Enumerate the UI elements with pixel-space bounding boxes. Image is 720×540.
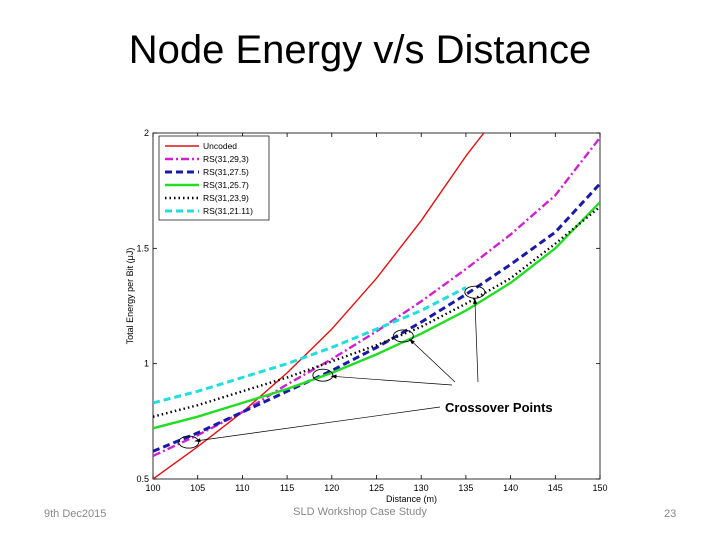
legend-label: RS(31,29,3) (203, 154, 249, 164)
x-tick-label: 135 (458, 483, 473, 493)
crossover-marker (312, 368, 334, 382)
crossover-annotation: Crossover Points (445, 400, 553, 415)
y-tick-label: 0.5 (136, 474, 149, 484)
series-line-5 (153, 286, 467, 405)
x-axis-label: Distance (m) (386, 494, 437, 504)
x-tick-label: 100 (145, 483, 160, 493)
annotation-pointer (474, 298, 479, 383)
crossover-marker (392, 329, 414, 343)
x-tick-label: 140 (503, 483, 518, 493)
slide-title: Node Energy v/s Distance (128, 28, 592, 72)
footer-date: 9th Dec2015 (44, 508, 107, 520)
annotation-arrowhead (330, 374, 337, 379)
annotation-arrowhead (194, 438, 201, 443)
y-tick-label: 1.5 (136, 243, 149, 253)
y-tick-label: 2 (144, 128, 149, 138)
legend-label: RS(31,27.5) (203, 167, 249, 177)
x-tick-label: 120 (324, 483, 339, 493)
legend-label: RS(31,21.11) (203, 206, 253, 216)
y-tick-label: 1 (144, 359, 149, 369)
annotation-arrowhead (409, 338, 415, 345)
x-tick-label: 105 (190, 483, 205, 493)
series-line-3 (153, 201, 600, 430)
x-tick-label: 145 (548, 483, 563, 493)
legend-label: RS(31,23,9) (203, 193, 249, 203)
x-tick-label: 125 (369, 483, 384, 493)
legend-label: Uncoded (203, 141, 237, 151)
page-number: 23 (664, 508, 677, 520)
annotation-pointer (330, 375, 453, 386)
annotation-arrowhead (472, 298, 478, 304)
series-line-2 (153, 182, 600, 453)
x-tick-label: 150 (592, 483, 607, 493)
crossover-marker (178, 435, 200, 449)
x-tick-label: 130 (414, 483, 429, 493)
legend-box (158, 135, 270, 221)
series-line-0 (153, 133, 485, 479)
legend-label: RS(31,25.7) (203, 180, 249, 190)
x-tick-label: 110 (235, 483, 249, 493)
annotation-pointer (194, 406, 441, 442)
y-axis-label: Total Energy per Bit (μJ) (125, 248, 135, 345)
series-line-4 (153, 205, 600, 418)
x-tick-label: 115 (280, 483, 294, 493)
annotation-pointer (409, 338, 456, 383)
footer-center: SLD Workshop Case Study (293, 506, 427, 518)
